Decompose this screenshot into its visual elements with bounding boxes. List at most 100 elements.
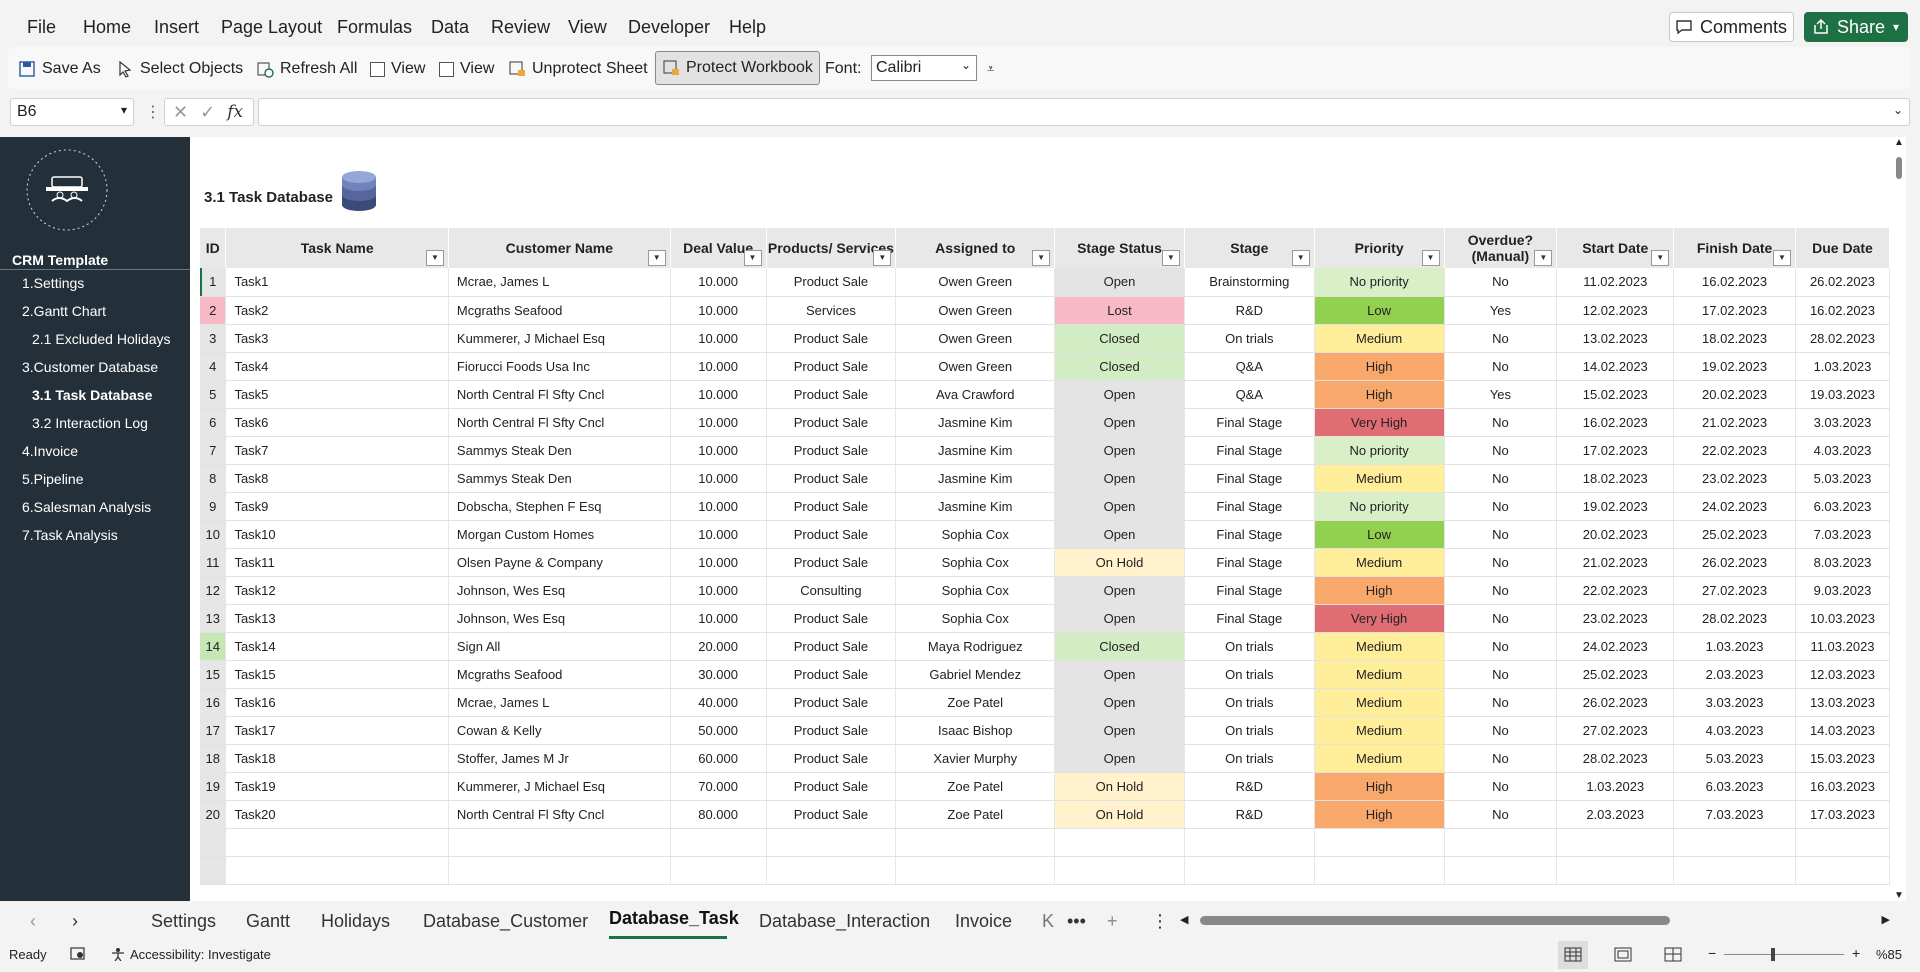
table-cell[interactable]: No xyxy=(1444,436,1558,465)
table-cell[interactable]: 21.02.2023 xyxy=(1556,548,1675,577)
table-cell[interactable]: 7 xyxy=(200,436,227,465)
table-cell[interactable]: On trials xyxy=(1184,688,1315,717)
sidebar-item-settings[interactable]: 1.Settings xyxy=(22,275,85,291)
filter-dropdown-icon[interactable]: ▼ xyxy=(1651,250,1670,266)
empty-cell[interactable] xyxy=(1556,828,1675,857)
table-cell[interactable]: Sammys Steak Den xyxy=(448,436,671,465)
table-cell[interactable]: Brainstorming xyxy=(1184,268,1315,297)
sidebar-item-gantt-chart[interactable]: 2.Gantt Chart xyxy=(22,303,107,319)
empty-cell[interactable] xyxy=(200,856,227,885)
table-cell[interactable]: No xyxy=(1444,716,1558,745)
table-cell[interactable]: No xyxy=(1444,576,1558,605)
table-cell[interactable]: 10.000 xyxy=(670,268,767,297)
zoom-slider[interactable] xyxy=(1724,954,1844,955)
table-cell[interactable]: 24.02.2023 xyxy=(1673,492,1796,521)
table-cell[interactable]: Dobscha, Stephen F Esq xyxy=(448,492,671,521)
table-cell[interactable]: 20 xyxy=(200,800,227,829)
table-cell[interactable]: 4.03.2023 xyxy=(1795,436,1891,465)
table-cell[interactable]: North Central Fl Sfty Cncl xyxy=(448,800,671,829)
scroll-left-icon[interactable]: ◀ xyxy=(1180,914,1189,926)
filter-dropdown-icon[interactable]: ▼ xyxy=(647,250,666,266)
empty-cell[interactable] xyxy=(1673,856,1796,885)
table-cell[interactable]: 19.02.2023 xyxy=(1673,352,1796,381)
scroll-thumb[interactable] xyxy=(1896,157,1902,179)
table-cell[interactable]: 4.03.2023 xyxy=(1673,716,1796,745)
name-box[interactable]: B6 ▾ xyxy=(10,98,134,126)
table-cell[interactable]: Owen Green xyxy=(895,352,1056,381)
menu-insert[interactable]: Insert xyxy=(154,17,200,37)
sidebar-item-invoice[interactable]: 4.Invoice xyxy=(22,443,79,459)
view-checkbox-1[interactable]: View xyxy=(370,56,425,82)
table-cell[interactable]: Task3 xyxy=(225,324,449,353)
table-cell[interactable]: No xyxy=(1444,744,1558,773)
empty-cell[interactable] xyxy=(1314,856,1445,885)
table-cell[interactable]: Final Stage xyxy=(1184,548,1315,577)
view-checkbox-2[interactable]: View xyxy=(439,56,494,82)
empty-cell[interactable] xyxy=(766,856,897,885)
table-cell[interactable]: On trials xyxy=(1184,632,1315,661)
prev-sheet-icon[interactable]: ‹ xyxy=(30,911,36,931)
table-cell[interactable]: Owen Green xyxy=(895,296,1056,325)
table-cell[interactable]: 8 xyxy=(200,464,227,493)
table-cell[interactable]: 20.02.2023 xyxy=(1556,520,1675,549)
table-cell[interactable]: Open xyxy=(1054,436,1185,465)
insert-function-button[interactable]: fx xyxy=(227,102,244,122)
table-cell[interactable]: 2.03.2023 xyxy=(1673,660,1796,689)
table-cell[interactable]: 8.03.2023 xyxy=(1795,548,1891,577)
table-cell[interactable]: 7.03.2023 xyxy=(1795,520,1891,549)
table-cell[interactable]: 28.02.2023 xyxy=(1673,604,1796,633)
table-cell[interactable]: 25.02.2023 xyxy=(1673,520,1796,549)
table-cell[interactable]: Product Sale xyxy=(766,604,897,633)
table-cell[interactable]: High xyxy=(1314,576,1445,605)
table-cell[interactable]: Final Stage xyxy=(1184,576,1315,605)
table-cell[interactable]: Zoe Patel xyxy=(895,688,1056,717)
table-cell[interactable]: 3 xyxy=(200,324,227,353)
table-cell[interactable]: 10.000 xyxy=(670,408,767,437)
table-cell[interactable]: Closed xyxy=(1054,324,1185,353)
save-as-button[interactable]: Save As xyxy=(18,56,101,82)
expand-formula-icon[interactable]: ⌄ xyxy=(1892,103,1903,117)
table-cell[interactable]: Medium xyxy=(1314,464,1445,493)
table-cell[interactable]: Gabriel Mendez xyxy=(895,660,1056,689)
table-cell[interactable]: Final Stage xyxy=(1184,408,1315,437)
table-cell[interactable]: Task15 xyxy=(225,660,449,689)
table-cell[interactable]: Sophia Cox xyxy=(895,548,1056,577)
empty-cell[interactable] xyxy=(1314,828,1445,857)
table-cell[interactable]: Jasmine Kim xyxy=(895,408,1056,437)
table-cell[interactable]: Sammys Steak Den xyxy=(448,464,671,493)
table-cell[interactable]: No xyxy=(1444,408,1558,437)
table-cell[interactable]: Open xyxy=(1054,604,1185,633)
table-cell[interactable]: Task2 xyxy=(225,296,449,325)
empty-cell[interactable] xyxy=(1673,828,1796,857)
table-cell[interactable]: No xyxy=(1444,772,1558,801)
table-cell[interactable]: No xyxy=(1444,632,1558,661)
table-cell[interactable]: Task19 xyxy=(225,772,449,801)
table-cell[interactable]: No xyxy=(1444,660,1558,689)
table-cell[interactable]: 6.03.2023 xyxy=(1673,772,1796,801)
table-cell[interactable]: No xyxy=(1444,268,1558,297)
table-cell[interactable]: R&D xyxy=(1184,800,1315,829)
menu-file[interactable]: File xyxy=(27,17,57,37)
comments-button[interactable]: Comments xyxy=(1669,12,1794,42)
table-cell[interactable]: 16 xyxy=(200,688,227,717)
filter-dropdown-icon[interactable]: ▼ xyxy=(1161,250,1180,266)
table-cell[interactable]: 60.000 xyxy=(670,744,767,773)
zoom-out-icon[interactable]: − xyxy=(1708,945,1717,961)
table-cell[interactable]: 1.03.2023 xyxy=(1795,352,1891,381)
table-cell[interactable]: Xavier Murphy xyxy=(895,744,1056,773)
table-cell[interactable]: Owen Green xyxy=(895,268,1056,297)
table-cell[interactable]: 10.000 xyxy=(670,520,767,549)
empty-cell[interactable] xyxy=(200,828,227,857)
scroll-thumb[interactable] xyxy=(1200,916,1670,925)
table-cell[interactable]: Medium xyxy=(1314,548,1445,577)
table-cell[interactable]: Mcgraths Seafood xyxy=(448,296,671,325)
empty-cell[interactable] xyxy=(1184,856,1315,885)
table-cell[interactable]: Johnson, Wes Esq xyxy=(448,576,671,605)
table-cell[interactable]: Olsen Payne & Company xyxy=(448,548,671,577)
empty-cell[interactable] xyxy=(1556,856,1675,885)
table-cell[interactable]: North Central Fl Sfty Cncl xyxy=(448,380,671,409)
table-cell[interactable]: 10.000 xyxy=(670,296,767,325)
table-cell[interactable]: R&D xyxy=(1184,296,1315,325)
table-cell[interactable]: 10.000 xyxy=(670,352,767,381)
empty-cell[interactable] xyxy=(766,828,897,857)
